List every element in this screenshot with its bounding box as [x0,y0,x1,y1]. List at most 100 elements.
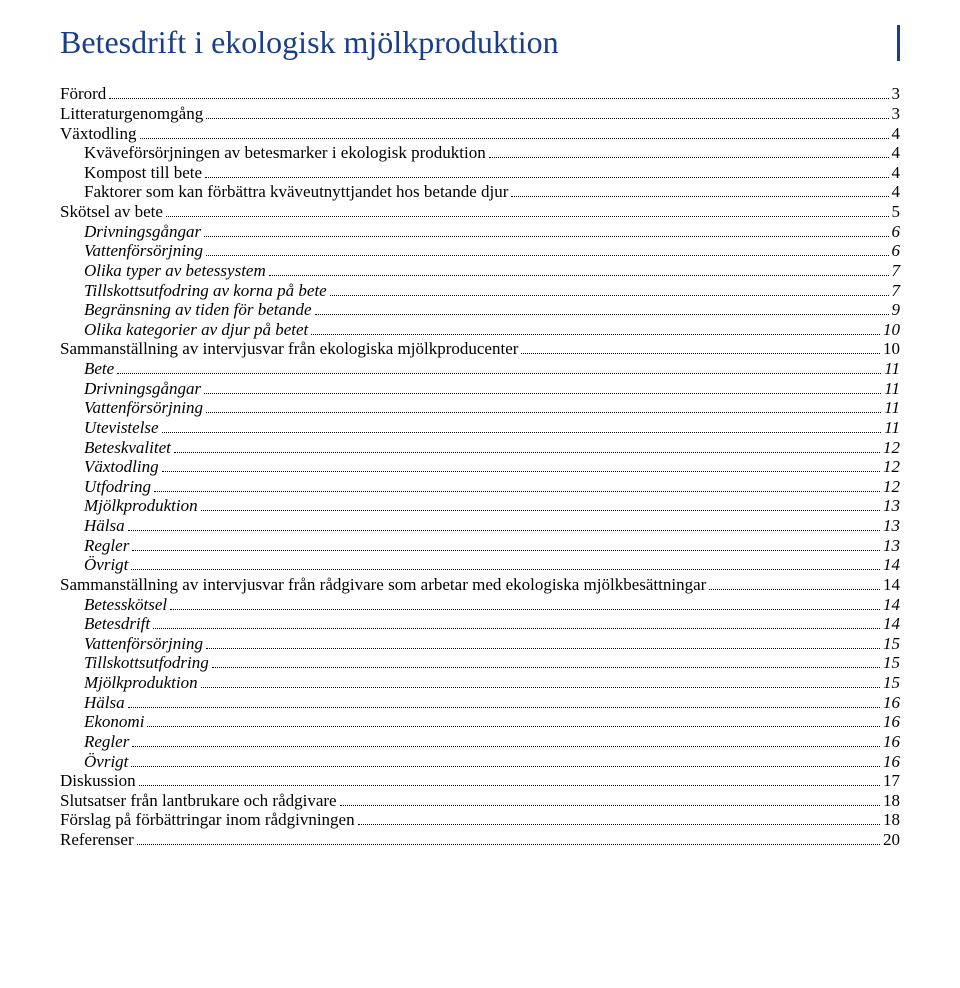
toc-entry[interactable]: Regler16 [60,731,900,751]
toc-leader [315,299,889,315]
toc-page-number: 18 [883,792,900,809]
toc-page-number: 3 [892,85,901,102]
toc-entry[interactable]: Slutsatser från lantbrukare och rådgivar… [60,790,900,810]
toc-entry[interactable]: Övrigt16 [60,750,900,770]
toc-label: Utevistelse [84,419,159,436]
toc-entry[interactable]: Skötsel av bete 5 [60,201,900,221]
toc-page-number: 10 [883,340,900,357]
toc-entry[interactable]: Förord 3 [60,83,900,103]
toc-label: Vattenförsörjning [84,242,203,259]
toc-leader [117,358,881,374]
toc-page-number: 17 [883,772,900,789]
toc-page-number: 16 [883,713,900,730]
toc-entry[interactable]: Bete11 [60,358,900,378]
toc-label: Olika kategorier av djur på betet [84,321,308,338]
toc-label: Vattenförsörjning [84,635,203,652]
toc-label: Övrigt [84,556,128,573]
toc-entry[interactable]: Hälsa13 [60,515,900,535]
toc-entry[interactable]: Mjölkproduktion13 [60,495,900,515]
toc-label: Litteraturgenomgång [60,105,203,122]
toc-page-number: 10 [883,321,900,338]
toc-page-number: 14 [883,576,900,593]
toc-label: Betesskötsel [84,596,167,613]
toc-label: Sammanställning av intervjusvar från eko… [60,340,518,357]
toc-leader [162,456,880,472]
toc-entry[interactable]: Mjölkproduktion15 [60,672,900,692]
toc-label: Skötsel av bete [60,203,163,220]
toc-page-number: 4 [892,125,901,142]
toc-entry[interactable]: Sammanställning av intervjusvar från råd… [60,574,900,594]
toc-entry[interactable]: Tillskottsutfodring av korna på bete7 [60,279,900,299]
toc-label: Växtodling [84,458,159,475]
toc-leader [147,711,880,727]
toc-label: Växtodling [60,125,137,142]
toc-page-number: 15 [883,635,900,652]
toc-entry[interactable]: Kväveförsörjningen av betesmarker i ekol… [60,142,900,162]
toc-page-number: 11 [884,380,900,397]
toc-entry[interactable]: Drivningsgångar 11 [60,377,900,397]
toc-entry[interactable]: Utfodring12 [60,476,900,496]
toc-entry[interactable]: Diskussion 17 [60,770,900,790]
toc-leader [166,201,889,217]
toc-label: Tillskottsutfodring av korna på bete [84,282,327,299]
toc-entry[interactable]: Beteskvalitet12 [60,436,900,456]
toc-page-number: 16 [883,753,900,770]
toc-leader [153,613,880,629]
toc-entry[interactable]: Referenser20 [60,829,900,849]
toc-entry[interactable]: Vattenförsörjning11 [60,397,900,417]
toc-leader [174,436,880,452]
toc-leader [340,790,880,806]
toc-leader [205,162,888,178]
toc-entry[interactable]: Hälsa16 [60,691,900,711]
toc-entry[interactable]: Kompost till bete4 [60,162,900,182]
toc-entry[interactable]: Betesskötsel14 [60,593,900,613]
toc-entry[interactable]: Regler13 [60,534,900,554]
toc-page-number: 16 [883,694,900,711]
toc-label: Kompost till bete [84,164,202,181]
toc-page-number: 6 [892,223,901,240]
toc-leader [330,279,889,295]
toc-entry[interactable]: Tillskottsutfodring15 [60,652,900,672]
toc-label: Drivningsgångar [84,223,201,240]
toc-label: Drivningsgångar [84,380,201,397]
toc-entry[interactable]: Betesdrift14 [60,613,900,633]
toc-entry[interactable]: Sammanställning av intervjusvar från eko… [60,338,900,358]
toc-leader [204,220,888,236]
toc-entry[interactable]: Litteraturgenomgång 3 [60,103,900,123]
toc-entry[interactable]: Växtodling 4 [60,122,900,142]
toc-entry[interactable]: Olika typer av betessystem7 [60,260,900,280]
toc-label: Utfodring [84,478,151,495]
toc-page-number: 5 [892,203,901,220]
toc-leader [212,652,880,668]
toc-entry[interactable]: Vattenförsörjning6 [60,240,900,260]
toc-entry[interactable]: Ekonomi16 [60,711,900,731]
toc-entry[interactable]: Förslag på förbättringar inom rådgivning… [60,809,900,829]
toc-label: Förord [60,85,106,102]
toc-entry[interactable]: Övrigt14 [60,554,900,574]
toc-leader [709,574,880,590]
toc-leader [109,83,888,99]
toc-leader [521,338,880,354]
toc-leader [128,515,880,531]
toc-leader [137,829,880,845]
toc-entry[interactable]: Begränsning av tiden för betande9 [60,299,900,319]
toc-label: Diskussion [60,772,136,789]
toc-leader [131,750,880,766]
toc-entry[interactable]: Vattenförsörjning 15 [60,633,900,653]
toc-entry[interactable]: Utevistelse11 [60,417,900,437]
toc-leader [128,691,880,707]
toc-entry[interactable]: Växtodling12 [60,456,900,476]
toc-entry[interactable]: Faktorer som kan förbättra kväveutnyttja… [60,181,900,201]
toc-label: Begränsning av tiden för betande [84,301,312,318]
toc-page-number: 14 [883,615,900,632]
toc-entry[interactable]: Drivningsgångar 6 [60,220,900,240]
toc-page-number: 15 [883,654,900,671]
toc-label: Förslag på förbättringar inom rådgivning… [60,811,355,828]
toc-leader [511,181,888,197]
toc-leader [170,593,880,609]
toc-page-number: 3 [892,105,901,122]
toc-label: Slutsatser från lantbrukare och rådgivar… [60,792,337,809]
document-page: Betesdrift i ekologisk mjölkproduktion F… [0,0,960,988]
toc-entry[interactable]: Olika kategorier av djur på betet 10 [60,319,900,339]
toc-page-number: 18 [883,811,900,828]
